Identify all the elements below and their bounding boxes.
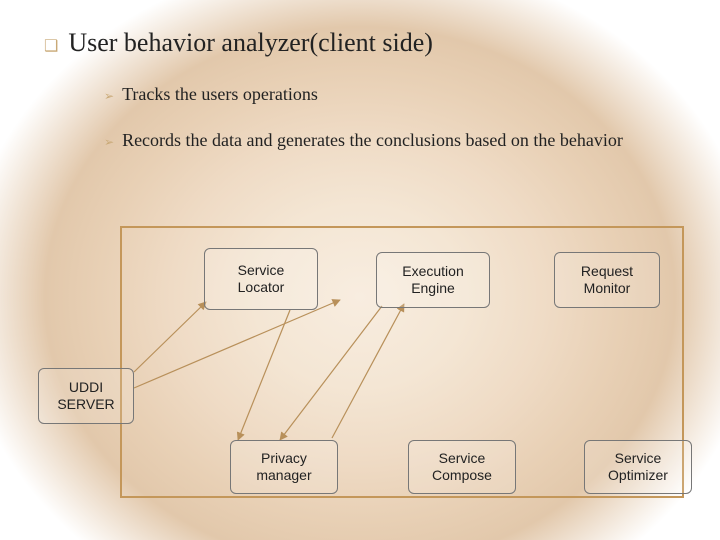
chevron-icon: ➢	[104, 130, 114, 154]
title-row: ❑ User behavior analyzer(client side)	[40, 28, 680, 58]
chevron-icon: ➢	[104, 84, 114, 108]
bullet-text-1: Records the data and generates the concl…	[122, 122, 623, 158]
node-uddi-server: UDDISERVER	[38, 368, 134, 424]
node-service-optimizer: ServiceOptimizer	[584, 440, 692, 494]
node-service-compose: ServiceCompose	[408, 440, 516, 494]
list-item: ➢ Records the data and generates the con…	[104, 122, 680, 158]
bullet-list: ➢ Tracks the users operations ➢ Records …	[104, 76, 680, 158]
node-privacy-manager: Privacymanager	[230, 440, 338, 494]
bullet-text-0: Tracks the users operations	[122, 76, 318, 112]
node-execution-engine: ExecutionEngine	[376, 252, 490, 308]
node-request-monitor: RequestMonitor	[554, 252, 660, 308]
title-bullet-icon: ❑	[44, 36, 58, 56]
list-item: ➢ Tracks the users operations	[104, 76, 680, 112]
slide-content: ❑ User behavior analyzer(client side) ➢ …	[0, 0, 720, 540]
node-service-locator: ServiceLocator	[204, 248, 318, 310]
page-title: User behavior analyzer(client side)	[68, 28, 433, 58]
